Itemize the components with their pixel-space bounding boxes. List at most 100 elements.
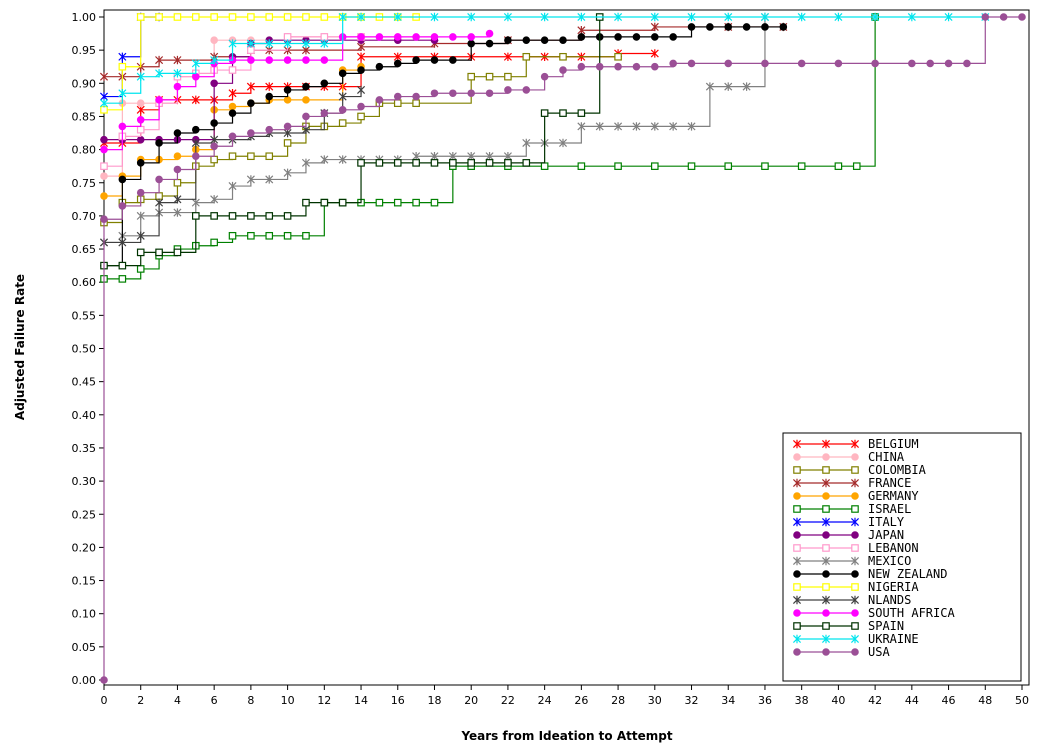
data-point [173, 178, 182, 187]
legend-swatch-marker [793, 570, 801, 578]
data-point [320, 155, 329, 164]
y-tick-label: 0.20 [72, 541, 97, 554]
data-point [504, 159, 512, 167]
legend-swatch-marker [851, 492, 859, 500]
legend-swatch-marker [822, 492, 830, 500]
data-point [155, 198, 164, 207]
legend-swatch-marker [792, 439, 802, 449]
data-point [301, 158, 310, 168]
data-point [559, 36, 567, 45]
data-point [99, 72, 109, 81]
data-point [338, 69, 347, 78]
data-point [210, 36, 218, 45]
data-point [357, 112, 365, 121]
data-point [210, 212, 218, 220]
data-point [540, 162, 549, 170]
data-point [687, 12, 696, 22]
data-point [228, 231, 237, 240]
data-point [173, 248, 182, 257]
x-tick-label: 26 [574, 694, 588, 707]
data-point [173, 82, 182, 91]
data-point [834, 12, 843, 22]
legend-item: NEW ZEALAND [793, 567, 947, 581]
data-point [100, 192, 108, 200]
data-point [393, 59, 402, 68]
legend-item: ISRAEL [793, 502, 911, 516]
y-tick-label: 0.00 [72, 674, 97, 687]
data-point [504, 72, 512, 81]
data-point [136, 265, 145, 273]
data-point [228, 66, 237, 74]
data-point [118, 275, 127, 283]
data-point [485, 29, 494, 38]
legend-swatch-marker [850, 517, 860, 527]
data-point [283, 33, 292, 41]
legend-swatch-marker [821, 634, 831, 644]
series-line [104, 26, 784, 267]
data-point [467, 33, 476, 41]
data-point [577, 33, 586, 41]
data-point [687, 59, 696, 68]
data-point [247, 129, 255, 137]
legend-label: SPAIN [868, 619, 904, 633]
series-line [104, 17, 601, 267]
data-point [210, 142, 218, 151]
legend-swatch-marker [851, 583, 859, 591]
data-point [467, 12, 476, 22]
legend-swatch-marker [851, 544, 859, 552]
data-point [302, 231, 310, 240]
legend-swatch-marker [850, 439, 860, 449]
data-point [173, 55, 182, 65]
y-tick-label: 0.90 [72, 77, 97, 90]
x-tick-label: 28 [611, 694, 625, 707]
data-point [246, 82, 255, 91]
data-point [357, 12, 366, 22]
data-point [669, 59, 677, 68]
data-point [155, 69, 164, 78]
data-point [559, 109, 567, 117]
data-point [540, 12, 549, 22]
data-point [210, 238, 218, 247]
y-tick-label: 0.35 [72, 442, 97, 455]
x-tick-label: 34 [721, 694, 735, 707]
legend-label: MEXICO [868, 554, 911, 568]
x-axis: 0 2 4 6 8 10 12 14 16 18 20 22 24 26 28 30 32 34 36 38 40 42 4… [101, 685, 1029, 707]
data-point [650, 162, 659, 170]
data-point [375, 198, 384, 207]
legend-item: SOUTH AFRICA [793, 606, 955, 620]
data-point [779, 23, 788, 31]
legend-label: CHINA [868, 450, 905, 464]
data-point [650, 122, 659, 131]
data-point [393, 159, 402, 167]
data-point [228, 13, 237, 21]
legend-item: ITALY [792, 515, 905, 529]
data-point [320, 33, 329, 41]
data-point [118, 202, 127, 210]
legend-item: GERMANY [793, 489, 919, 503]
legend-swatch-marker [850, 478, 860, 488]
data-point [761, 59, 769, 68]
data-point [522, 138, 531, 148]
data-point [449, 159, 457, 167]
data-point [595, 62, 604, 71]
data-point [100, 172, 108, 180]
data-point [871, 59, 879, 68]
x-tick-label: 50 [1015, 694, 1029, 707]
data-point [320, 13, 329, 21]
legend-swatch-marker [821, 556, 831, 566]
x-tick-label: 0 [101, 694, 108, 707]
data-point [540, 72, 549, 81]
data-point [797, 12, 806, 22]
data-point [797, 162, 806, 170]
data-point [559, 52, 567, 61]
data-point [302, 198, 310, 207]
data-point [173, 69, 182, 78]
data-point [320, 198, 329, 207]
data-point [467, 72, 476, 81]
legend-item: MEXICO [792, 554, 911, 568]
series-italy [99, 12, 164, 101]
y-tick-label: 0.45 [72, 376, 97, 389]
legend-swatch-marker [851, 531, 859, 539]
y-tick-label: 0.95 [72, 44, 97, 57]
data-point [100, 215, 108, 224]
